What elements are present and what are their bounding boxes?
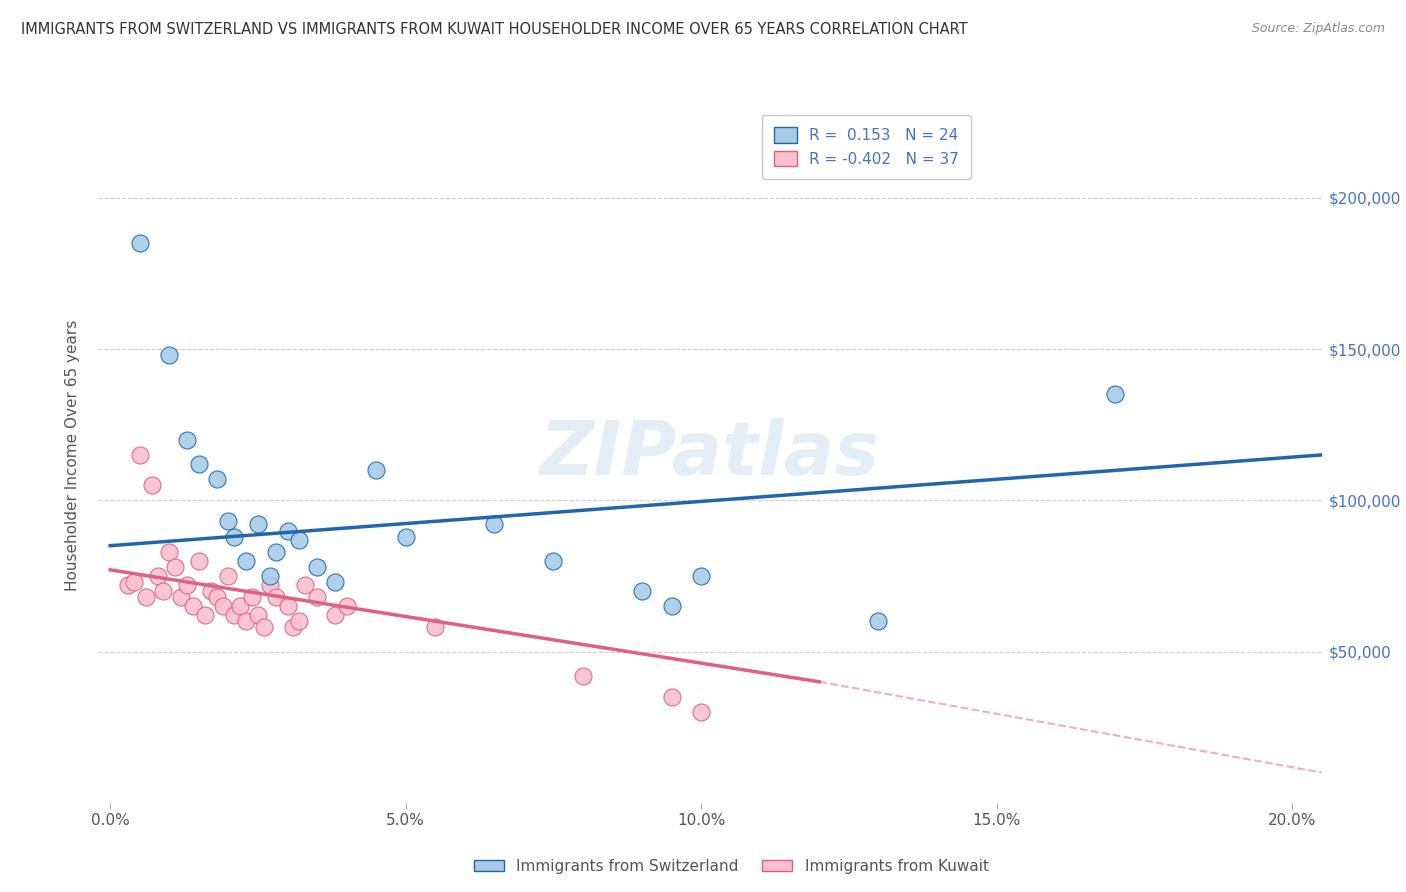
Point bbox=[868, 615, 890, 629]
Point bbox=[288, 615, 311, 629]
Point bbox=[661, 690, 683, 704]
Point bbox=[141, 478, 163, 492]
Point bbox=[259, 569, 281, 583]
Point bbox=[294, 578, 316, 592]
Point bbox=[323, 574, 346, 589]
Point bbox=[194, 608, 217, 623]
Point bbox=[366, 463, 388, 477]
Text: IMMIGRANTS FROM SWITZERLAND VS IMMIGRANTS FROM KUWAIT HOUSEHOLDER INCOME OVER 65: IMMIGRANTS FROM SWITZERLAND VS IMMIGRANT… bbox=[21, 22, 967, 37]
Point bbox=[425, 620, 447, 634]
Point bbox=[259, 578, 281, 592]
Point bbox=[135, 590, 157, 604]
Point bbox=[253, 620, 276, 634]
Point bbox=[217, 569, 239, 583]
Point bbox=[117, 578, 139, 592]
Point bbox=[240, 590, 263, 604]
Point bbox=[307, 559, 329, 574]
Point bbox=[128, 448, 150, 462]
Point bbox=[146, 569, 169, 583]
Point bbox=[181, 599, 204, 614]
Point bbox=[176, 578, 198, 592]
Point bbox=[224, 530, 246, 544]
Point bbox=[288, 533, 311, 547]
Point bbox=[690, 705, 713, 719]
Point bbox=[157, 545, 180, 559]
Legend: Immigrants from Switzerland, Immigrants from Kuwait: Immigrants from Switzerland, Immigrants … bbox=[468, 853, 994, 880]
Text: ZIPatlas: ZIPatlas bbox=[540, 418, 880, 491]
Point bbox=[170, 590, 193, 604]
Point bbox=[187, 554, 209, 568]
Point bbox=[205, 472, 228, 486]
Point bbox=[323, 608, 346, 623]
Point bbox=[187, 457, 209, 471]
Point bbox=[246, 608, 269, 623]
Point bbox=[276, 524, 298, 538]
Point bbox=[1104, 387, 1126, 401]
Point bbox=[395, 530, 418, 544]
Point bbox=[484, 517, 506, 532]
Text: Source: ZipAtlas.com: Source: ZipAtlas.com bbox=[1251, 22, 1385, 36]
Point bbox=[235, 554, 257, 568]
Point bbox=[543, 554, 565, 568]
Point bbox=[229, 599, 252, 614]
Point bbox=[264, 545, 287, 559]
Point bbox=[176, 433, 198, 447]
Point bbox=[205, 590, 228, 604]
Legend: R =  0.153   N = 24, R = -0.402   N = 37: R = 0.153 N = 24, R = -0.402 N = 37 bbox=[762, 115, 972, 178]
Point bbox=[217, 515, 239, 529]
Point bbox=[200, 584, 222, 599]
Point bbox=[283, 620, 305, 634]
Point bbox=[224, 608, 246, 623]
Point bbox=[661, 599, 683, 614]
Point bbox=[264, 590, 287, 604]
Point bbox=[631, 584, 654, 599]
Point bbox=[165, 559, 187, 574]
Point bbox=[152, 584, 174, 599]
Point bbox=[690, 569, 713, 583]
Point bbox=[128, 236, 150, 251]
Point bbox=[276, 599, 298, 614]
Point bbox=[157, 348, 180, 362]
Point bbox=[307, 590, 329, 604]
Point bbox=[211, 599, 233, 614]
Y-axis label: Householder Income Over 65 years: Householder Income Over 65 years bbox=[65, 319, 80, 591]
Point bbox=[572, 669, 595, 683]
Point bbox=[235, 615, 257, 629]
Point bbox=[336, 599, 359, 614]
Point bbox=[246, 517, 269, 532]
Point bbox=[122, 574, 145, 589]
